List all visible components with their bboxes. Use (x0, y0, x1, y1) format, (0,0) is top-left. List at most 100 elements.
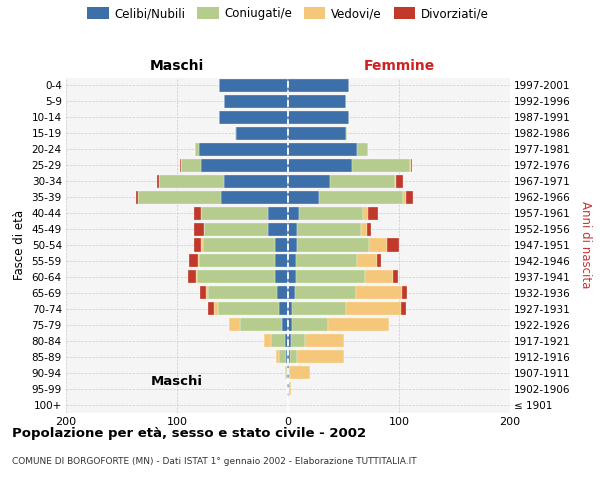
Bar (202, 238, 203, 252)
Bar (288, 206, 299, 220)
Bar (297, 350, 343, 363)
Bar (288, 222, 297, 235)
Bar (240, 318, 283, 332)
Bar (219, 79, 288, 92)
Bar (181, 158, 202, 172)
Bar (189, 254, 198, 268)
Bar (356, 286, 403, 300)
Bar (297, 222, 361, 235)
Bar (346, 127, 347, 140)
Bar (286, 366, 287, 379)
Bar (208, 286, 277, 300)
Bar (352, 158, 410, 172)
Bar (288, 382, 289, 395)
Bar (276, 350, 279, 363)
Bar (287, 382, 288, 395)
Bar (196, 270, 197, 283)
Bar (403, 286, 407, 300)
Bar (271, 334, 284, 347)
Bar (198, 254, 199, 268)
Bar (377, 254, 381, 268)
Bar (296, 270, 365, 283)
Bar (288, 190, 319, 203)
Bar (288, 111, 349, 124)
Bar (289, 382, 292, 395)
Bar (290, 350, 297, 363)
Bar (292, 334, 305, 347)
Bar (292, 302, 346, 316)
Bar (296, 254, 357, 268)
Bar (194, 206, 202, 220)
Bar (236, 127, 288, 140)
Bar (288, 302, 292, 316)
Text: Femmine: Femmine (364, 58, 434, 72)
Bar (218, 302, 279, 316)
Bar (292, 318, 328, 332)
Bar (188, 270, 196, 283)
Bar (288, 318, 292, 332)
Bar (330, 174, 395, 188)
Bar (288, 142, 357, 156)
Bar (202, 206, 268, 220)
Bar (199, 142, 288, 156)
Bar (297, 238, 369, 252)
Bar (263, 334, 271, 347)
Bar (203, 238, 275, 252)
Bar (268, 206, 288, 220)
Bar (305, 334, 343, 347)
Bar (284, 366, 286, 379)
Text: COMUNE DI BORGOFORTE (MN) - Dati ISTAT 1° gennaio 2002 - Elaborazione TUTTITALIA: COMUNE DI BORGOFORTE (MN) - Dati ISTAT 1… (12, 458, 416, 466)
Bar (364, 206, 368, 220)
Legend: Celibi/Nubili, Coniugati/e, Vedovi/e, Divorziati/e: Celibi/Nubili, Coniugati/e, Vedovi/e, Di… (86, 6, 490, 22)
Bar (277, 286, 288, 300)
Bar (288, 79, 349, 92)
Bar (275, 238, 288, 252)
Bar (368, 206, 378, 220)
Bar (286, 350, 288, 363)
Bar (288, 127, 346, 140)
Bar (221, 190, 288, 203)
Bar (328, 318, 389, 332)
Y-axis label: Fasce di età: Fasce di età (13, 210, 26, 280)
Bar (369, 238, 387, 252)
Bar (194, 222, 203, 235)
Bar (194, 238, 202, 252)
Bar (406, 190, 413, 203)
Bar (367, 222, 371, 235)
Bar (199, 254, 275, 268)
Text: Popolazione per età, sesso e stato civile - 2002: Popolazione per età, sesso e stato civil… (12, 428, 366, 440)
Bar (279, 350, 286, 363)
Bar (235, 127, 236, 140)
Bar (229, 318, 240, 332)
Bar (214, 302, 218, 316)
Bar (403, 190, 406, 203)
Bar (288, 254, 296, 268)
Bar (394, 270, 398, 283)
Bar (361, 222, 367, 235)
Text: Maschi: Maschi (151, 375, 203, 388)
Y-axis label: Anni di nascita: Anni di nascita (579, 202, 592, 288)
Bar (290, 366, 310, 379)
Bar (224, 174, 288, 188)
Bar (288, 286, 295, 300)
Bar (401, 302, 406, 316)
Bar (288, 270, 296, 283)
Bar (288, 238, 297, 252)
Bar (319, 190, 403, 203)
Bar (159, 174, 224, 188)
Bar (395, 174, 403, 188)
Bar (268, 222, 288, 235)
Bar (203, 222, 268, 235)
Bar (195, 142, 199, 156)
Bar (289, 366, 290, 379)
Text: Maschi: Maschi (150, 58, 204, 72)
Bar (357, 142, 368, 156)
Bar (284, 334, 288, 347)
Bar (206, 286, 208, 300)
Bar (219, 111, 288, 124)
Bar (346, 302, 401, 316)
Bar (287, 366, 288, 379)
Bar (283, 318, 288, 332)
Bar (288, 334, 292, 347)
Bar (288, 366, 289, 379)
